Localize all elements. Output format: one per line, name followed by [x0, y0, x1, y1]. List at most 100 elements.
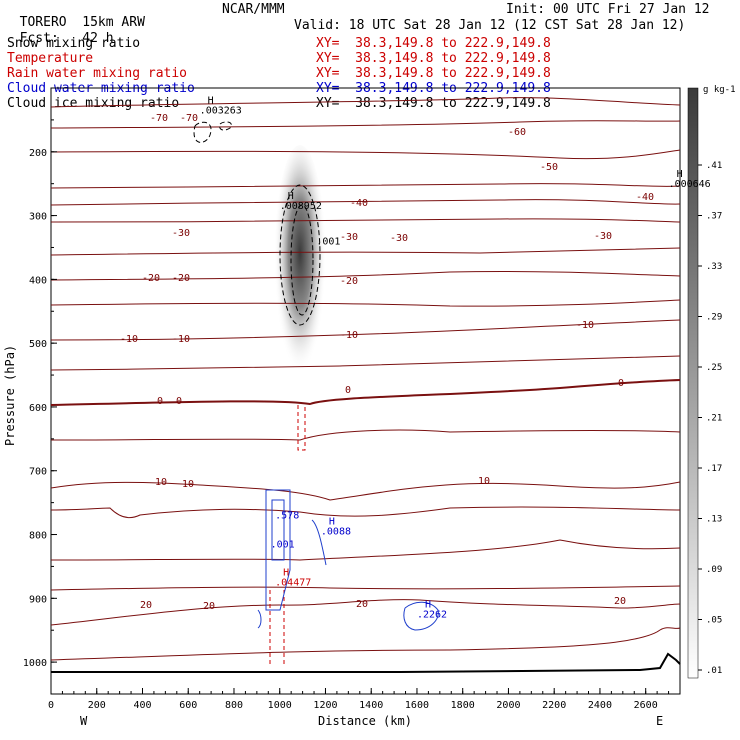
- label-minus30-c: -30: [390, 233, 408, 244]
- x-tick-label: 600: [179, 700, 197, 711]
- colorbar-tick-label: .09: [706, 565, 722, 575]
- y-tick-label: 200: [29, 148, 47, 159]
- colorbar-tick-label: .37: [706, 212, 722, 222]
- label-20-c: 20: [356, 599, 368, 610]
- x-tick-label: 1000: [268, 700, 292, 711]
- label-20-a: 20: [140, 600, 152, 611]
- model-name: TORERO: [19, 15, 67, 30]
- temperature-contours: [50, 97, 681, 661]
- field-name-cloud-water: Cloud water mixing ratio: [7, 81, 195, 96]
- label-minus30-d: -30: [594, 231, 612, 242]
- x-tick-label: 1200: [313, 700, 337, 711]
- colorbar-tick-label: .29: [706, 313, 722, 323]
- label-10-a: 10: [155, 477, 167, 488]
- label-minus30-a: -30: [172, 228, 190, 239]
- field-xy-temperature: XY= 38.3,149.8 to 222.9,149.8: [316, 51, 551, 66]
- field-xy-snow: XY= 38.3,149.8 to 222.9,149.8: [316, 36, 551, 51]
- label-minus10-d: -10: [576, 320, 594, 331]
- label-zero-b: 0: [176, 396, 182, 407]
- field-xy-cloud-ice: XY= 38.3,149.8 to 222.9,149.8: [316, 96, 551, 111]
- x-tick-label: 2200: [542, 700, 566, 711]
- annotation-value: .001: [316, 236, 340, 247]
- forecast-hour: Fcst: 42 h: [4, 19, 114, 45]
- label-minus20-a: -20: [142, 273, 160, 284]
- label-10-b: 10: [182, 479, 194, 490]
- label-10-c: 10: [478, 476, 490, 487]
- label-minus30-b: -30: [340, 232, 358, 243]
- label-minus60: -60: [508, 127, 526, 138]
- y-axis-title: Pressure (hPa): [3, 345, 17, 446]
- field-xy-rain: XY= 38.3,149.8 to 222.9,149.8: [316, 66, 551, 81]
- annotation-high-mark: H: [677, 169, 683, 180]
- colorbar-tick-label: .17: [706, 464, 722, 474]
- annotation-high-mark: H: [283, 568, 289, 579]
- cloud-water-contours: [257, 489, 439, 631]
- annotation-value: .2262: [417, 609, 447, 620]
- label-zero-a: 0: [157, 396, 163, 407]
- isotherm-labels: -70 -70 -60 -50 -40 -40 -30 -30 -30 -30 …: [120, 113, 654, 612]
- y-tick-label: 500: [29, 339, 47, 350]
- x-tick-label: 2000: [496, 700, 520, 711]
- snow-mixing-ratio-shading: [274, 145, 326, 385]
- rain-mixing-ratio-contours: [269, 405, 306, 665]
- annotation-value: .003263: [200, 106, 242, 117]
- y-tick-label: 900: [29, 594, 47, 605]
- annotation-value: .001: [271, 539, 295, 550]
- x-tick-label: 400: [133, 700, 151, 711]
- valid-time: Valid: 18 UTC Sat 28 Jan 12 (12 CST Sat …: [294, 18, 686, 33]
- y-tick-label: 300: [29, 212, 47, 223]
- annotation-value: .000646: [669, 179, 711, 190]
- label-20-b: 20: [203, 601, 215, 612]
- east-label: E: [656, 714, 663, 728]
- terrain-line: [51, 652, 681, 673]
- x-tick-label: 0: [48, 700, 54, 711]
- label-minus10-c: -10: [340, 330, 358, 341]
- y-tick-label: 400: [29, 275, 47, 286]
- annotation-value: .04477: [275, 578, 311, 589]
- colorbar-tick-label: .25: [706, 363, 722, 373]
- colorbar-tick-label: .05: [706, 616, 722, 626]
- x-tick-label: 200: [88, 700, 106, 711]
- annotation-high-mark: H: [329, 517, 335, 528]
- label-minus50: -50: [540, 162, 558, 173]
- cloud-ice-contours: [193, 121, 321, 326]
- annotation-value: .578: [275, 511, 299, 522]
- forecast-value: 42 h: [82, 31, 114, 46]
- annotation-high-mark: H: [425, 599, 431, 610]
- forecast-label: Fcst:: [19, 31, 59, 46]
- colorbar-ticks: .41 .37 .33 .29 .25 .21 .17 .13 .09 .05 .01: [698, 161, 722, 676]
- field-name-rain: Rain water mixing ratio: [7, 66, 188, 81]
- annotation-high-mark: H: [208, 96, 214, 107]
- label-zero-c: 0: [345, 385, 351, 396]
- x-tick-label: 2600: [634, 700, 658, 711]
- x-axis-ticks: 0 200 400 600 800 1000 1200 1400 1600 1800 2000 220…: [48, 688, 670, 711]
- center-name: NCAR/MMM: [222, 2, 285, 17]
- x-tick-label: 2400: [588, 700, 612, 711]
- colorbar-unit: g kg-1: [703, 85, 736, 95]
- init-time: Init: 00 UTC Fri 27 Jan 12: [506, 2, 710, 17]
- colorbar: [687, 87, 699, 679]
- label-minus20-c: -20: [340, 276, 358, 287]
- label-minus20-b: -20: [172, 273, 190, 284]
- x-tick-label: 1800: [451, 700, 475, 711]
- annotation-high-mark: H: [288, 191, 294, 202]
- label-minus40-a: -40: [350, 198, 368, 209]
- label-20-d: 20: [614, 596, 626, 607]
- label-minus10-b: -10: [172, 334, 190, 345]
- label-zero-d: 0: [618, 378, 624, 389]
- x-tick-label: 1400: [359, 700, 383, 711]
- annotation-value: .0088: [321, 527, 351, 538]
- y-tick-label: 1000: [23, 658, 47, 669]
- field-name-snow: Snow mixing ratio: [7, 36, 141, 51]
- field-name-temperature: Temperature: [7, 51, 94, 66]
- label-minus70-a: -70: [150, 113, 168, 124]
- x-axis-title: Distance (km): [318, 714, 412, 728]
- label-minus10-a: -10: [120, 334, 138, 345]
- colorbar-tick-label: .21: [706, 414, 722, 424]
- colorbar-tick-label: .01: [706, 666, 722, 676]
- y-tick-label: 800: [29, 531, 47, 542]
- model-resolution: 15km ARW: [82, 15, 145, 30]
- colorbar-tick-label: .33: [706, 262, 722, 272]
- colorbar-tick-label: .13: [706, 515, 722, 525]
